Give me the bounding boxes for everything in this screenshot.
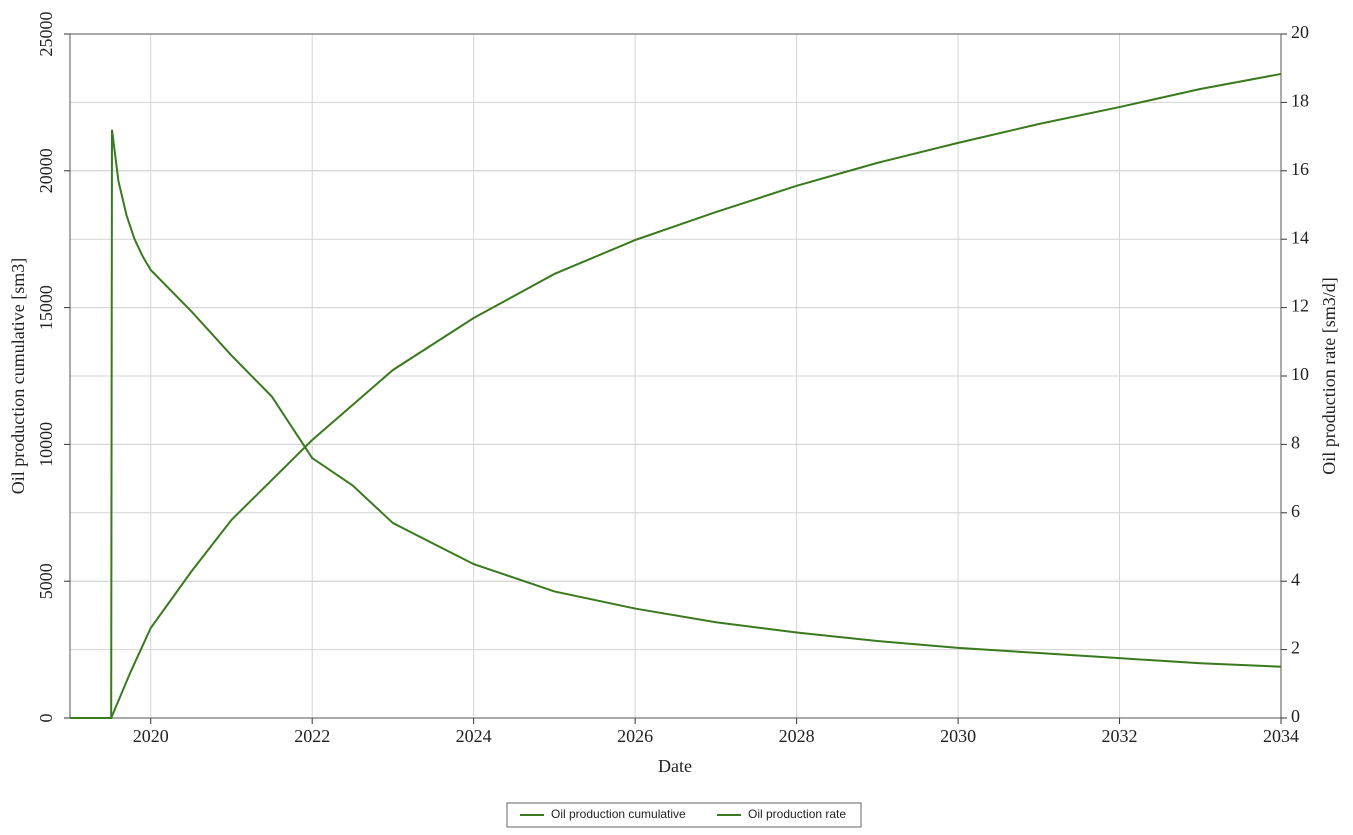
- y2-tick-label: 6: [1291, 501, 1300, 521]
- x-tick-label: 2032: [1102, 726, 1138, 746]
- x-tick-label: 2028: [779, 726, 815, 746]
- y-axis-title: Oil production cumulative [sm3]: [8, 258, 28, 494]
- y2-tick-label: 18: [1291, 91, 1309, 111]
- x-tick-label: 2024: [456, 726, 492, 746]
- y2-tick-label: 0: [1291, 706, 1300, 726]
- x-tick-label: 2022: [294, 726, 330, 746]
- y-tick-label: 15000: [36, 285, 56, 330]
- y2-tick-label: 14: [1291, 227, 1309, 247]
- y-tick-label: 0: [36, 714, 56, 723]
- y2-tick-label: 2: [1291, 638, 1300, 658]
- y2-axis-title: Oil production rate [sm3/d]: [1319, 277, 1339, 474]
- y-tick-label: 5000: [36, 563, 56, 599]
- y2-tick-label: 4: [1291, 569, 1300, 589]
- x-tick-label: 2026: [617, 726, 653, 746]
- series-line: [70, 129, 1282, 719]
- y2-tick-label: 12: [1291, 296, 1309, 316]
- y2-tick-label: 8: [1291, 433, 1300, 453]
- y2-tick-label: 10: [1291, 364, 1309, 384]
- legend-box: [506, 802, 862, 828]
- x-tick-label: 2034: [1263, 726, 1299, 746]
- y-tick-label: 20000: [36, 148, 56, 193]
- series-line: [70, 72, 1282, 719]
- legend-label: Oil production rate: [748, 807, 846, 821]
- x-tick-label: 2020: [133, 726, 169, 746]
- y2-tick-label: 16: [1291, 159, 1309, 179]
- legend-label: Oil production cumulative: [551, 807, 686, 821]
- y-tick-label: 25000: [36, 12, 56, 57]
- x-tick-label: 2030: [940, 726, 976, 746]
- x-axis-title: Date: [658, 756, 692, 776]
- y-tick-label: 10000: [36, 422, 56, 467]
- y2-tick-label: 20: [1291, 22, 1309, 42]
- plot-frame: [69, 33, 1282, 719]
